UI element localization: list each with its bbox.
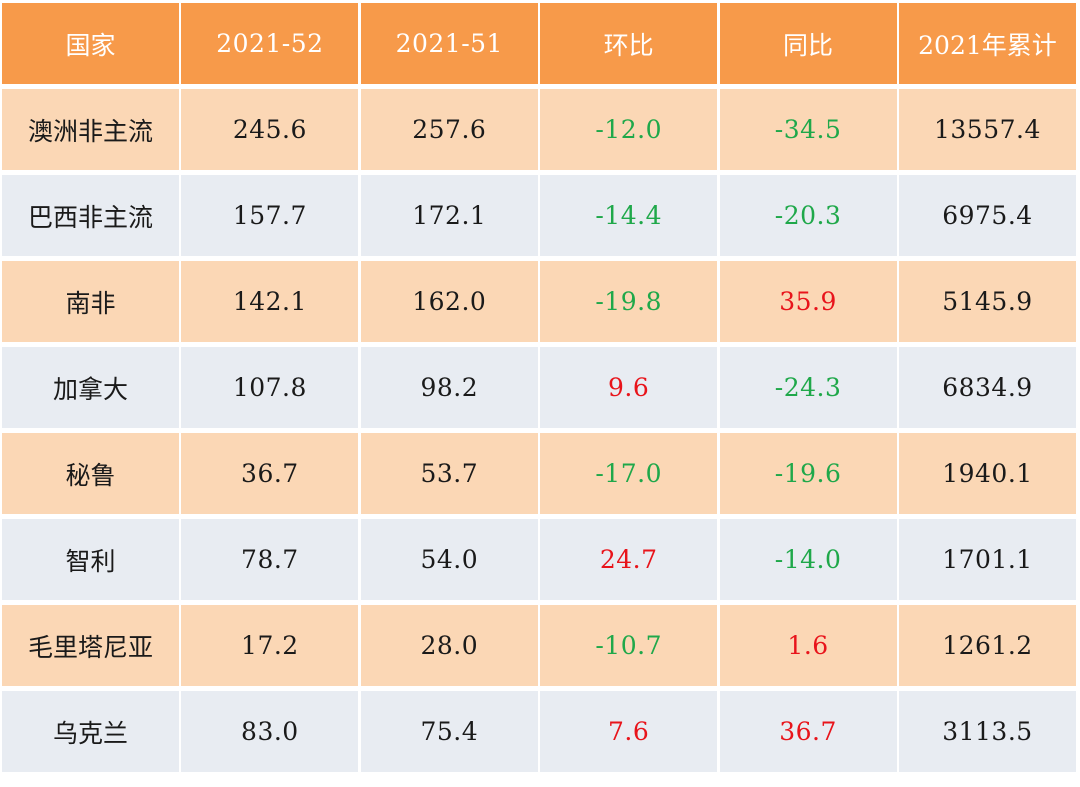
cell-mom: -19.8 xyxy=(540,261,718,342)
cell-mom: 24.7 xyxy=(540,519,718,600)
cell-week-52: 157.7 xyxy=(181,175,359,256)
header-mom: 环比 xyxy=(540,3,718,84)
header-week-52: 2021-52 xyxy=(181,3,359,84)
cell-week-51: 257.6 xyxy=(360,89,538,170)
cell-ytd: 6834.9 xyxy=(898,347,1076,428)
cell-week-52: 245.6 xyxy=(181,89,359,170)
cell-ytd: 5145.9 xyxy=(898,261,1076,342)
cell-yoy: -34.5 xyxy=(719,89,897,170)
cell-country: 乌克兰 xyxy=(2,691,179,772)
cell-week-51: 172.1 xyxy=(360,175,538,256)
cell-week-51: 162.0 xyxy=(360,261,538,342)
cell-week-51: 54.0 xyxy=(360,519,538,600)
cell-yoy: -20.3 xyxy=(719,175,897,256)
cell-ytd: 13557.4 xyxy=(898,89,1076,170)
cell-week-52: 36.7 xyxy=(181,433,359,514)
cell-mom: 7.6 xyxy=(540,691,718,772)
header-country: 国家 xyxy=(2,3,179,84)
data-table: 国家 2021-52 2021-51 环比 同比 2021年累计 澳洲非主流 24… xyxy=(2,3,1076,772)
cell-country: 巴西非主流 xyxy=(2,175,179,256)
cell-country: 澳洲非主流 xyxy=(2,89,179,170)
cell-mom: -14.4 xyxy=(540,175,718,256)
cell-mom: -10.7 xyxy=(540,605,718,686)
cell-ytd: 6975.4 xyxy=(898,175,1076,256)
cell-country: 毛里塔尼亚 xyxy=(2,605,179,686)
header-ytd: 2021年累计 xyxy=(898,3,1076,84)
cell-country: 加拿大 xyxy=(2,347,179,428)
cell-week-52: 107.8 xyxy=(181,347,359,428)
cell-ytd: 3113.5 xyxy=(898,691,1076,772)
cell-yoy: 36.7 xyxy=(719,691,897,772)
cell-week-52: 17.2 xyxy=(181,605,359,686)
cell-mom: -17.0 xyxy=(540,433,718,514)
header-yoy: 同比 xyxy=(719,3,897,84)
cell-yoy: 35.9 xyxy=(719,261,897,342)
cell-mom: -12.0 xyxy=(540,89,718,170)
cell-country: 南非 xyxy=(2,261,179,342)
cell-yoy: -24.3 xyxy=(719,347,897,428)
header-week-51: 2021-51 xyxy=(360,3,538,84)
cell-week-52: 83.0 xyxy=(181,691,359,772)
cell-yoy: -14.0 xyxy=(719,519,897,600)
cell-mom: 9.6 xyxy=(540,347,718,428)
cell-week-52: 78.7 xyxy=(181,519,359,600)
cell-yoy: -19.6 xyxy=(719,433,897,514)
cell-country: 智利 xyxy=(2,519,179,600)
cell-week-51: 75.4 xyxy=(360,691,538,772)
cell-ytd: 1701.1 xyxy=(898,519,1076,600)
cell-yoy: 1.6 xyxy=(719,605,897,686)
cell-week-51: 28.0 xyxy=(360,605,538,686)
cell-week-52: 142.1 xyxy=(181,261,359,342)
cell-week-51: 53.7 xyxy=(360,433,538,514)
cell-ytd: 1940.1 xyxy=(898,433,1076,514)
cell-ytd: 1261.2 xyxy=(898,605,1076,686)
cell-country: 秘鲁 xyxy=(2,433,179,514)
cell-week-51: 98.2 xyxy=(360,347,538,428)
